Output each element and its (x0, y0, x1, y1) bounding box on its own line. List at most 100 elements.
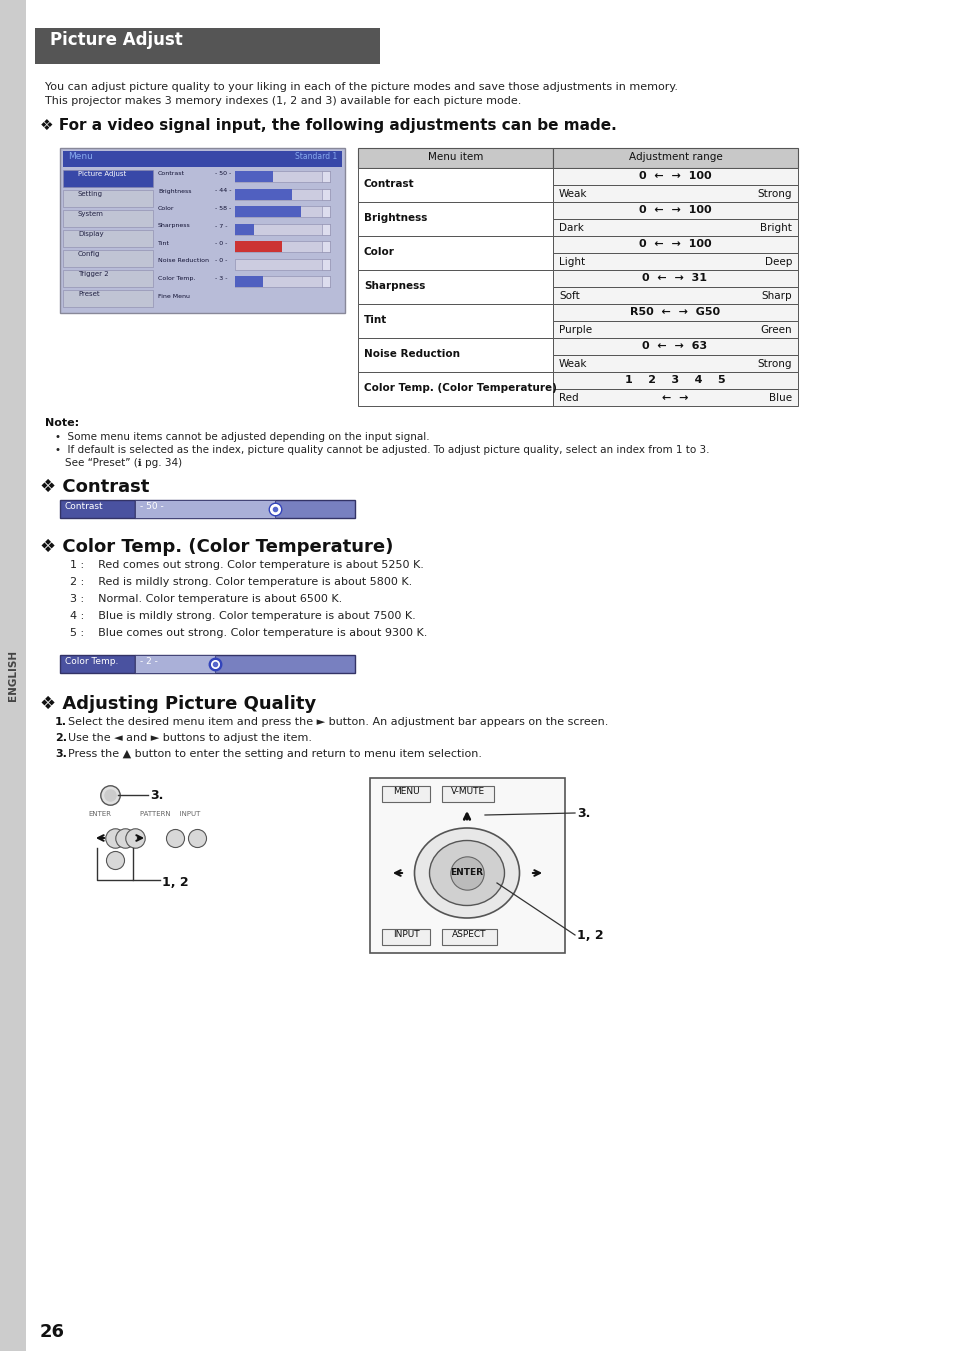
Text: ←  →: ← → (661, 393, 687, 403)
Text: Color: Color (364, 247, 395, 257)
Text: Sharp: Sharp (760, 290, 791, 301)
Bar (234, 240, 282, 253)
Text: Soft: Soft (558, 290, 579, 301)
Text: Contrast: Contrast (65, 503, 104, 511)
Text: Color Temp.: Color Temp. (65, 657, 118, 666)
Bar (357, 270, 553, 304)
Bar (441, 929, 497, 944)
Bar (357, 372, 553, 407)
Text: - 2 -: - 2 - (140, 657, 157, 666)
Text: Use the ◄ and ► buttons to adjust the item.: Use the ◄ and ► buttons to adjust the it… (68, 734, 312, 743)
Bar (322, 205, 330, 218)
Text: 4 :    Blue is mildly strong. Color temperature is about 7500 K.: 4 : Blue is mildly strong. Color tempera… (70, 611, 416, 621)
Bar (553, 338, 797, 355)
Text: Weak: Weak (558, 359, 587, 369)
Text: Contrast: Contrast (158, 172, 185, 176)
Text: - 7 -: - 7 - (214, 223, 227, 228)
Text: 0  ←  →  100: 0 ← → 100 (638, 239, 711, 249)
Bar (234, 205, 301, 218)
Bar (322, 172, 330, 182)
Bar (63, 209, 152, 227)
Text: 1, 2: 1, 2 (162, 875, 189, 889)
Bar (135, 655, 355, 673)
Ellipse shape (429, 840, 504, 905)
Text: - 58 -: - 58 - (214, 205, 231, 211)
Text: - 50 -: - 50 - (140, 503, 164, 511)
Text: This projector makes 3 memory indexes (1, 2 and 3) available for each picture mo: This projector makes 3 memory indexes (1… (45, 96, 521, 105)
Bar (357, 168, 553, 203)
Bar (63, 290, 152, 307)
Bar (63, 151, 341, 168)
Text: Strong: Strong (757, 189, 791, 199)
Text: Menu item: Menu item (427, 153, 482, 162)
Text: 3 :    Normal. Color temperature is about 6500 K.: 3 : Normal. Color temperature is about 6… (70, 594, 342, 604)
Text: - 50 -: - 50 - (214, 172, 231, 176)
Text: Note:: Note: (45, 417, 79, 428)
Bar (322, 223, 330, 235)
Bar (322, 240, 330, 253)
Text: ❖ Contrast: ❖ Contrast (40, 478, 150, 496)
Text: ❖ For a video signal input, the following adjustments can be made.: ❖ For a video signal input, the followin… (40, 118, 616, 132)
Text: Weak: Weak (558, 189, 587, 199)
Bar (234, 189, 330, 200)
Text: •  If default is selected as the index, picture quality cannot be adjusted. To a: • If default is selected as the index, p… (55, 444, 709, 455)
Text: - 3 -: - 3 - (214, 276, 227, 281)
Bar (322, 258, 330, 269)
Text: Config: Config (78, 251, 100, 257)
Text: Strong: Strong (757, 359, 791, 369)
Text: PATTERN    INPUT: PATTERN INPUT (140, 811, 200, 817)
Text: - 44 -: - 44 - (214, 189, 232, 193)
Text: Preset: Preset (78, 290, 99, 297)
Bar (234, 276, 263, 286)
Bar (35, 28, 379, 63)
Text: ❖ Adjusting Picture Quality: ❖ Adjusting Picture Quality (40, 694, 315, 713)
Text: Standard 1: Standard 1 (294, 153, 336, 161)
Text: ASPECT: ASPECT (452, 929, 486, 939)
Text: •  Some menu items cannot be adjusted depending on the input signal.: • Some menu items cannot be adjusted dep… (55, 432, 429, 442)
Text: See “Preset” (ℹ pg. 34): See “Preset” (ℹ pg. 34) (65, 458, 182, 467)
Bar (357, 338, 553, 372)
Text: Select the desired menu item and press the ► button. An adjustment bar appears o: Select the desired menu item and press t… (68, 717, 608, 727)
Text: Setting: Setting (78, 190, 103, 197)
Text: 1    2    3    4    5: 1 2 3 4 5 (624, 376, 724, 385)
Bar (553, 372, 797, 389)
Text: Tint: Tint (364, 315, 387, 326)
Bar (60, 500, 135, 517)
Bar (553, 389, 797, 407)
Text: 0  ←  →  63: 0 ← → 63 (641, 340, 707, 351)
Bar (553, 286, 797, 304)
Bar (63, 170, 152, 186)
Text: Press the ▲ button to enter the setting and return to menu item selection.: Press the ▲ button to enter the setting … (68, 748, 481, 759)
Text: Sharpness: Sharpness (158, 223, 191, 228)
Text: 0  ←  →  100: 0 ← → 100 (638, 205, 711, 215)
Bar (135, 655, 214, 673)
Bar (370, 778, 564, 952)
Text: Bright: Bright (760, 223, 791, 232)
Bar (553, 304, 797, 322)
Bar (60, 149, 345, 313)
Bar (234, 172, 273, 182)
Text: ENTER: ENTER (88, 811, 111, 817)
Bar (357, 203, 553, 236)
Text: Sharpness: Sharpness (364, 281, 425, 290)
Text: Noise Reduction: Noise Reduction (364, 349, 459, 359)
Text: 3.: 3. (55, 748, 67, 759)
Bar (553, 185, 797, 203)
Text: Tint: Tint (158, 240, 170, 246)
Text: ENGLISH: ENGLISH (8, 650, 18, 701)
Text: Fine Menu: Fine Menu (158, 293, 190, 299)
Text: - 0 -: - 0 - (214, 258, 227, 263)
Bar (441, 786, 494, 802)
Bar (553, 355, 797, 372)
Text: ❖ Color Temp. (Color Temperature): ❖ Color Temp. (Color Temperature) (40, 538, 393, 557)
Bar (60, 655, 135, 673)
Bar (553, 219, 797, 236)
Text: 3.: 3. (577, 807, 590, 820)
Bar (135, 500, 355, 517)
Text: Picture Adjust: Picture Adjust (78, 172, 126, 177)
Text: Brightness: Brightness (364, 213, 427, 223)
Bar (381, 929, 430, 944)
Text: 3.: 3. (150, 789, 163, 802)
Text: Green: Green (760, 326, 791, 335)
Text: R50  ←  →  G50: R50 ← → G50 (629, 307, 720, 317)
